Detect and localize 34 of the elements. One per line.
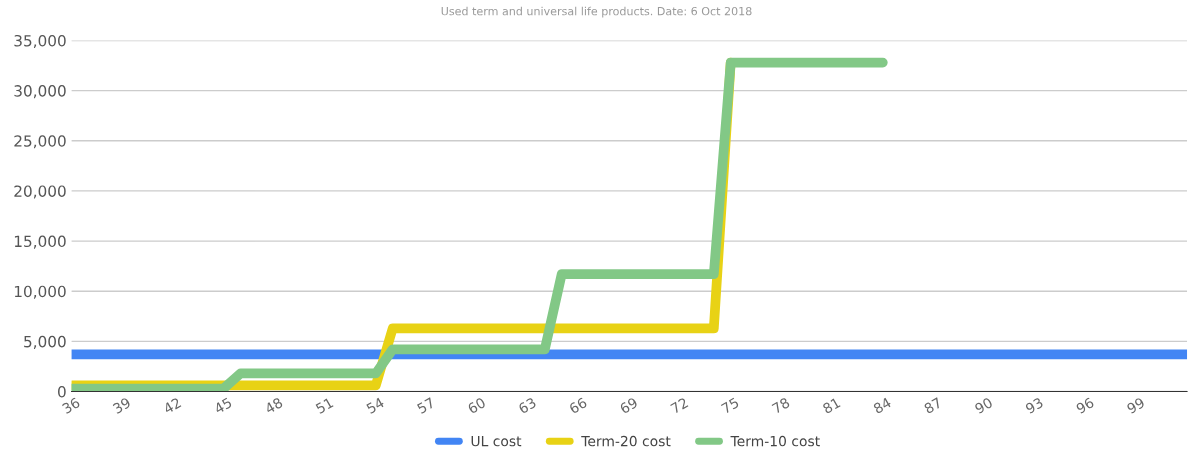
x-tick-label: 93 — [1024, 397, 1044, 415]
chart-title: Used term and universal life products. Date: 6 Oct 2018 — [441, 6, 752, 18]
x-tick-label: 81 — [822, 397, 841, 415]
x-tick-label: 69 — [619, 397, 639, 415]
y-tick-label: 20,000 — [14, 185, 66, 199]
x-tick-label: 45 — [213, 397, 233, 415]
legend-label: UL cost — [471, 436, 522, 447]
x-tick-label: 51 — [315, 397, 334, 414]
x-tick-label: 57 — [416, 397, 436, 414]
x-tick-label: 63 — [517, 397, 537, 415]
x-tick-label: 72 — [670, 397, 689, 414]
x-tick-label: 36 — [61, 397, 81, 414]
y-tick-label: 25,000 — [14, 135, 66, 149]
y-tick-label: 30,000 — [14, 85, 66, 99]
legend-label: Term-20 cost — [581, 435, 671, 447]
x-tick-label: 96 — [1075, 397, 1095, 415]
x-tick-label: 75 — [720, 397, 740, 414]
x-tick-label: 90 — [974, 397, 994, 415]
x-tick-label: 84 — [872, 396, 892, 415]
x-tick-label: 60 — [467, 397, 487, 415]
x-tick-label: 99 — [1126, 397, 1146, 415]
legend-label: Term-10 cost — [730, 435, 820, 447]
y-tick-label: 15,000 — [14, 235, 66, 249]
x-tick-label: 39 — [112, 397, 132, 414]
x-tick-label: 66 — [568, 397, 588, 415]
y-tick-label: 5,000 — [24, 335, 66, 349]
x-tick-label: 78 — [771, 397, 791, 414]
x-tick-label: 54 — [365, 397, 385, 414]
y-tick-label: 0 — [58, 385, 66, 398]
x-tick-label: 42 — [162, 397, 182, 414]
y-tick-label: 35,000 — [14, 34, 66, 49]
y-tick-label: 10,000 — [14, 285, 66, 299]
x-tick-label: 48 — [264, 397, 284, 415]
x-tick-label: 87 — [923, 397, 943, 415]
